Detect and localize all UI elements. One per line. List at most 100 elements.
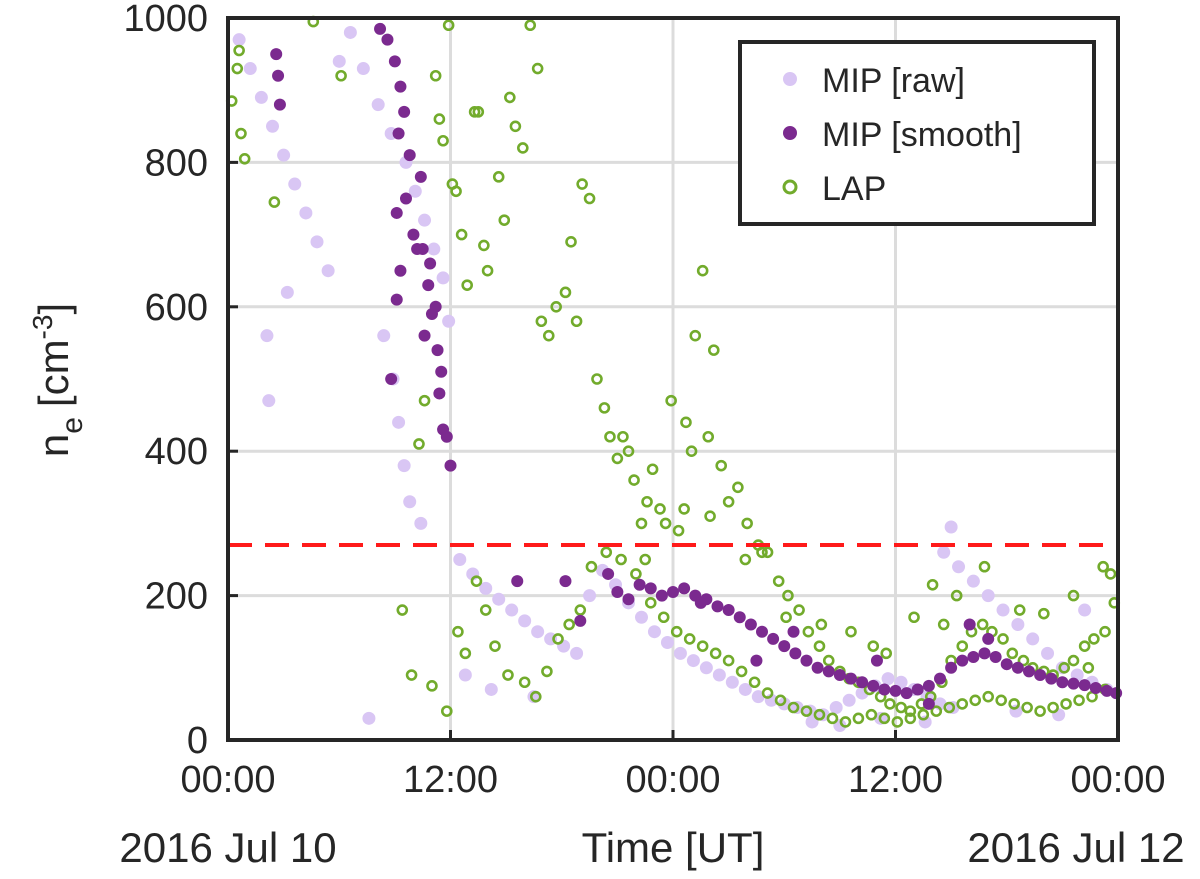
mip-smooth-point <box>845 672 857 685</box>
lap-point <box>672 524 685 537</box>
mip-raw-point <box>392 415 406 429</box>
lap-point <box>1034 705 1046 717</box>
mip-smooth-point <box>622 593 635 606</box>
lap-point <box>1067 654 1080 667</box>
mip-smooth-point <box>444 459 457 472</box>
lap-point <box>826 712 839 725</box>
lap-point <box>481 264 494 277</box>
mip-smooth-point <box>422 279 435 292</box>
lap-point <box>1082 661 1095 674</box>
lap-point <box>459 647 472 660</box>
mip-smooth-point <box>822 665 835 678</box>
mip-smooth-point <box>789 647 802 660</box>
mip-smooth-point <box>967 650 980 663</box>
lap-point <box>715 459 728 472</box>
mip-smooth-point <box>878 683 891 696</box>
lap-point <box>852 712 865 725</box>
lap-point <box>780 611 792 624</box>
mip-smooth-point <box>867 679 880 692</box>
mip-raw-point <box>996 603 1010 617</box>
mip-smooth-point <box>1067 677 1080 690</box>
mip-raw-point <box>408 184 422 198</box>
y-tick-label: 400 <box>145 431 208 473</box>
lap-point <box>498 214 511 226</box>
mip-smooth-point <box>1089 682 1102 695</box>
legend-marker-mip-smooth <box>783 126 797 140</box>
lap-point <box>622 445 635 458</box>
lap-point <box>772 575 785 587</box>
mip-raw-point <box>403 495 417 509</box>
mip-smooth-point <box>889 684 902 697</box>
mip-raw-point <box>842 693 856 707</box>
lap-point <box>689 329 702 342</box>
mip-smooth-point <box>390 206 403 219</box>
mip-raw-point <box>453 553 467 566</box>
lap-point <box>570 315 583 328</box>
mip-raw-point <box>1078 603 1092 617</box>
lap-point <box>413 438 425 450</box>
lap-point <box>585 560 598 573</box>
lap-point <box>722 495 735 508</box>
lap-point <box>461 279 473 291</box>
mip-smooth-point <box>418 329 431 342</box>
mip-smooth-point <box>1078 679 1091 692</box>
mip-smooth-point <box>756 625 768 638</box>
mip-raw-point <box>647 625 661 639</box>
lap-point <box>1088 633 1100 645</box>
lap-point <box>552 633 564 645</box>
mip-smooth-point <box>1056 676 1069 689</box>
mip-raw-point <box>492 592 506 606</box>
mip-smooth-point <box>1100 684 1113 697</box>
lap-series <box>225 15 1121 728</box>
mip-raw-point <box>937 545 951 559</box>
mip-smooth-point <box>711 600 724 613</box>
lap-point <box>680 416 692 429</box>
lap-point <box>518 676 531 689</box>
mip-raw-point <box>280 285 294 299</box>
lap-point <box>1060 698 1072 710</box>
lap-point <box>926 578 939 591</box>
mip-raw-point <box>1052 708 1066 722</box>
y-label-unit-open: [cm <box>30 339 77 407</box>
lap-point <box>489 640 501 652</box>
lap-point <box>574 604 587 616</box>
lap-point <box>1038 607 1050 620</box>
lap-point <box>531 62 544 75</box>
mip-smooth-point <box>787 625 800 638</box>
mip-smooth-point <box>744 618 757 631</box>
legend: MIP [raw] MIP [smooth] LAP <box>738 40 1096 226</box>
mip-raw-point <box>966 574 980 588</box>
mip-raw-point <box>254 90 268 104</box>
mip-smooth-point <box>956 654 969 667</box>
lap-point <box>452 625 464 638</box>
mip-smooth-point <box>767 632 780 645</box>
mip-smooth-point <box>667 585 679 598</box>
mip-smooth-point <box>273 98 286 111</box>
mip-smooth-point <box>574 614 587 627</box>
x-tick-label: 12:00 <box>848 759 943 801</box>
lap-point <box>884 698 896 710</box>
lap-point <box>542 329 555 342</box>
mip-smooth-point <box>411 243 424 256</box>
lap-point <box>997 633 1009 645</box>
lap-point <box>541 665 553 678</box>
mip-smooth-point <box>811 661 824 674</box>
lap-point <box>761 546 774 559</box>
lap-point <box>739 553 752 566</box>
mip-raw-point <box>725 675 739 689</box>
mip-raw-point <box>377 329 391 343</box>
y-tick-label: 600 <box>145 287 208 329</box>
mip-smooth-point <box>1023 665 1035 678</box>
x-tick-label: 00:00 <box>625 759 720 801</box>
lap-point <box>1021 701 1033 714</box>
lap-point <box>867 640 880 652</box>
lap-point <box>1013 604 1026 616</box>
mip-raw-point <box>356 62 370 76</box>
mip-raw-point <box>232 33 246 47</box>
lap-point <box>748 676 761 689</box>
y-label-unit-close: ] <box>30 303 77 315</box>
mip-raw-point <box>458 668 472 682</box>
lap-point <box>813 708 826 721</box>
y-tick-label: 800 <box>145 142 208 184</box>
lap-point <box>878 712 891 725</box>
